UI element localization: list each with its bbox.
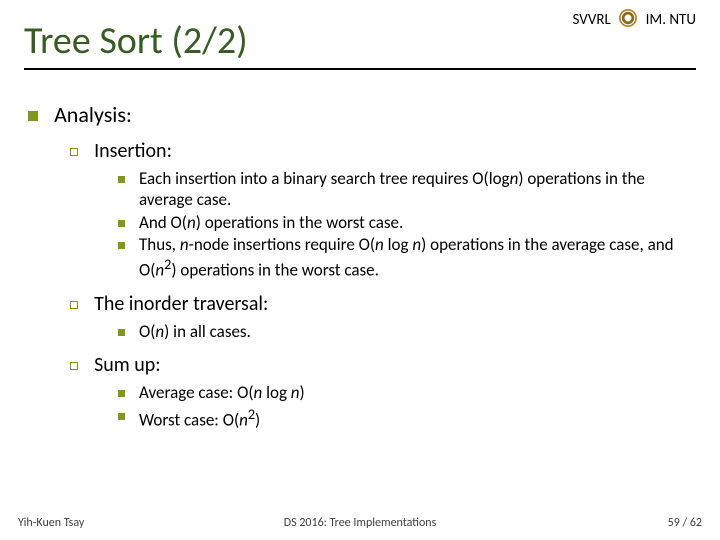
bullet-l3: Average case: O(n log n) (118, 383, 692, 404)
bullet-l2: The inorder traversal: (70, 292, 692, 316)
hollow-square-bullet-icon (70, 148, 78, 156)
l2-text: Sum up: (94, 353, 161, 377)
l3-text: O(n) in all cases. (139, 322, 692, 343)
footer: Yih-Kuen Tsay DS 2016: Tree Implementati… (18, 516, 702, 530)
l3-group: O(n) in all cases. (118, 322, 692, 343)
square-bullet-icon (118, 176, 125, 183)
bullet-l3: Each insertion into a binary search tree… (118, 169, 692, 210)
bullet-l3: Worst case: O(n2) (118, 406, 692, 431)
slide-title: Tree Sort (2/2) (24, 22, 696, 62)
bullet-l3: And O(n) operations in the worst case. (118, 213, 692, 234)
slide: SVVRL IM. NTU Tree Sort (2/2) Analysis: … (0, 0, 720, 540)
footer-author: Yih-Kuen Tsay (18, 516, 84, 530)
square-bullet-icon (118, 329, 125, 336)
title-block: Tree Sort (2/2) (24, 22, 696, 70)
l3-group: Average case: O(n log n) Worst case: O(n… (118, 383, 692, 431)
square-bullet-icon (118, 413, 125, 420)
bullet-l3: Thus, n-node insertions require O(n log … (118, 235, 692, 281)
bullet-l2: Insertion: (70, 139, 692, 163)
footer-title: DS 2016: Tree Implementations (18, 516, 702, 530)
hollow-square-bullet-icon (70, 301, 78, 309)
hollow-square-bullet-icon (70, 362, 78, 370)
l3-text: Worst case: O(n2) (139, 406, 692, 431)
bullet-l2: Sum up: (70, 353, 692, 377)
l3-text: And O(n) operations in the worst case. (139, 213, 692, 234)
footer-page: 59 / 62 (668, 516, 702, 530)
square-bullet-icon (118, 242, 125, 249)
l3-text: Average case: O(n log n) (139, 383, 692, 404)
body: Analysis: Insertion: Each insertion into… (28, 102, 692, 433)
l1-text: Analysis: (54, 101, 132, 128)
l2-text: The inorder traversal: (94, 292, 268, 316)
bullet-l3: O(n) in all cases. (118, 322, 692, 343)
l3-group: Each insertion into a binary search tree… (118, 169, 692, 281)
title-rule (24, 68, 696, 70)
square-bullet-icon (118, 390, 125, 397)
l2-text: Insertion: (94, 139, 172, 163)
l3-text: Each insertion into a binary search tree… (139, 169, 692, 210)
square-bullet-icon (28, 111, 38, 121)
l3-text: Thus, n-node insertions require O(n log … (139, 235, 692, 281)
square-bullet-icon (118, 220, 125, 227)
bullet-l1: Analysis: (28, 102, 692, 129)
